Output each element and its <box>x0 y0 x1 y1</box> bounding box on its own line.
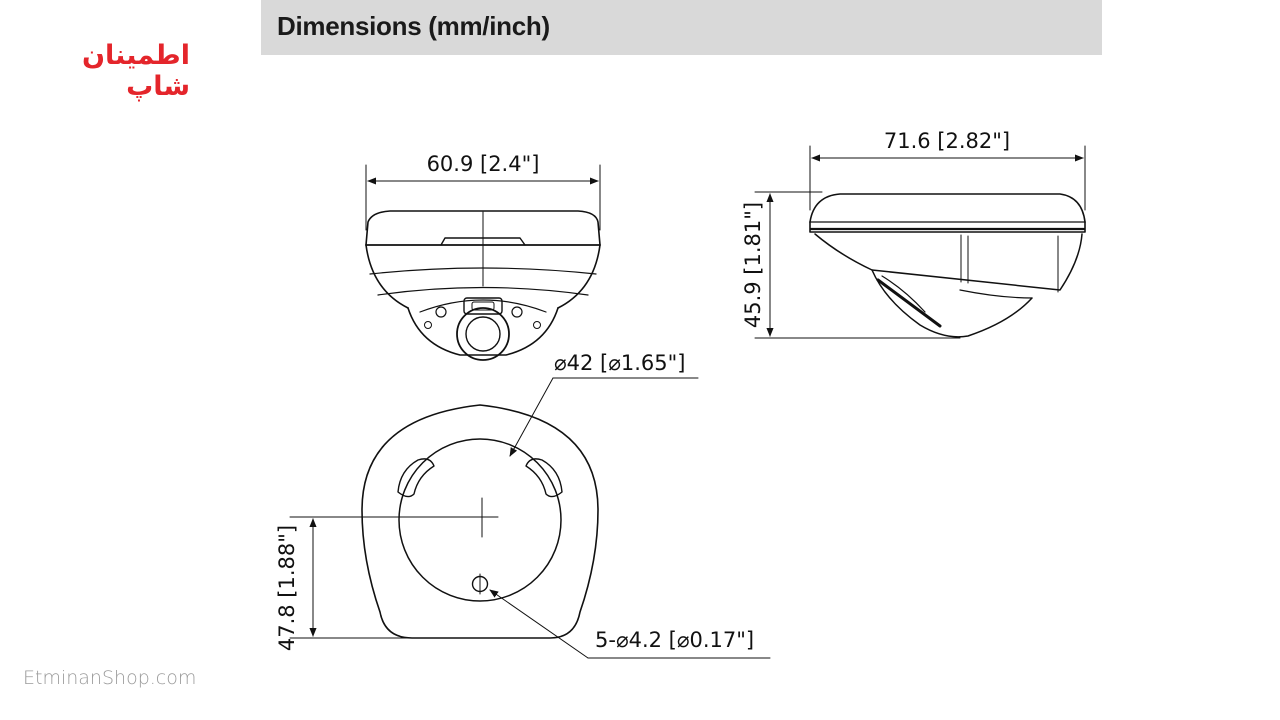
front-top-cap <box>365 210 601 246</box>
side-view: 71.6 [2.82"] 45.9 [1.81"] <box>741 129 1086 339</box>
base-slot-right <box>525 458 563 498</box>
front-body-sides <box>365 244 601 309</box>
front-lower-dome <box>407 307 559 356</box>
side-width-label: 71.6 [2.82"] <box>884 129 1010 153</box>
brand-logo: اطمینان شاپ <box>81 40 190 102</box>
side-body <box>814 233 1083 291</box>
front-body-band <box>377 286 589 296</box>
side-lower-dome <box>871 269 1033 338</box>
base-view: 47.8 [1.88"] ⌀42 [⌀1.65"] 5-⌀4.2 [⌀0.17"… <box>275 351 771 659</box>
front-screw-left <box>424 321 432 329</box>
front-dome-edge <box>419 299 547 313</box>
base-slot-left <box>397 458 435 498</box>
front-ir-window-inner <box>471 301 495 311</box>
front-screw-right <box>533 321 541 329</box>
base-outline <box>361 404 599 639</box>
page-title: Dimensions (mm/inch) <box>277 11 550 41</box>
side-dome-rim <box>959 289 1033 299</box>
header-band <box>261 0 1102 55</box>
front-led-left <box>435 306 447 318</box>
side-cap-rim <box>809 221 1086 233</box>
front-lens-outer <box>456 307 510 361</box>
base-diameter-leader <box>509 377 554 457</box>
front-ir-window <box>463 297 503 315</box>
front-led-right <box>511 306 523 318</box>
mount-hole-leader <box>489 589 589 659</box>
front-width-label: 60.9 [2.4"] <box>427 152 540 176</box>
side-top-cap <box>809 193 1086 223</box>
base-offset-label: 47.8 [1.88"] <box>275 525 299 651</box>
front-view: 60.9 [2.4"] <box>365 152 601 361</box>
website-watermark: EtminanShop.com <box>23 667 197 689</box>
side-lens-edge <box>876 278 942 328</box>
side-height-label: 45.9 [1.81"] <box>741 202 765 328</box>
base-inner-circle <box>398 438 562 602</box>
mount-hole-label: 5-⌀4.2 [⌀0.17"] <box>595 628 754 652</box>
base-diameter-label: ⌀42 [⌀1.65"] <box>554 351 686 375</box>
side-lens-detail <box>881 275 926 313</box>
front-lens-inner <box>465 316 501 352</box>
